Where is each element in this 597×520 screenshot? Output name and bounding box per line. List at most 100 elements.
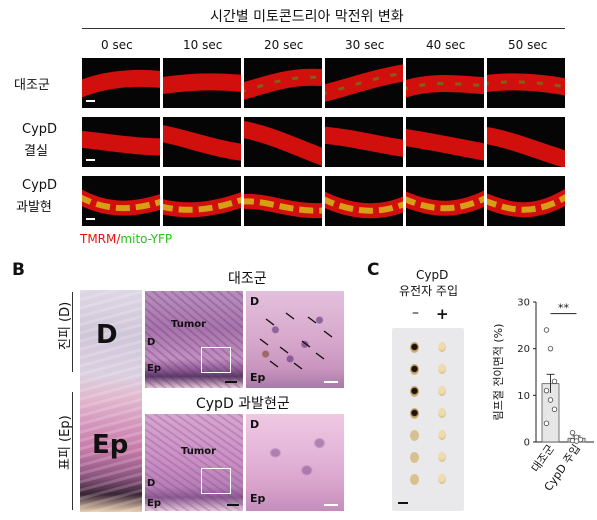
side-label-epidermis: 표피 (Ep) — [58, 415, 73, 470]
yfp-signal — [325, 71, 403, 95]
mitochondria-signal — [82, 189, 160, 216]
microscopy-tile-deletion — [406, 117, 484, 167]
y-tick-label: 0 — [524, 438, 530, 449]
microscopy-tile-overexp — [163, 176, 241, 226]
microscopy-tile-control — [244, 58, 322, 108]
side-label-dermis: 진피 (D) — [58, 301, 73, 350]
lymph-node-right — [438, 364, 446, 374]
yfp-signal — [163, 196, 241, 213]
tmrm-signal — [487, 73, 565, 96]
legend-green: mito-YFP — [120, 232, 173, 246]
mitochondria-signal — [325, 191, 403, 219]
d-label: D — [250, 295, 260, 308]
data-point — [551, 406, 558, 413]
data-point — [551, 378, 558, 385]
scale-bar — [86, 159, 95, 161]
zoom-box — [201, 468, 231, 494]
time-label: 0 sec — [101, 38, 133, 52]
panel-c-letter: C — [367, 260, 380, 280]
panel-b-letter: B — [12, 260, 25, 280]
scale-bar — [227, 504, 239, 506]
tmrm-signal — [487, 127, 565, 167]
skin-histology-image: D Ep — [80, 290, 142, 512]
data-point — [543, 387, 550, 394]
microscopy-tile-deletion — [325, 117, 403, 167]
ep-label: Ep — [250, 492, 266, 505]
time-label: 30 sec — [345, 38, 385, 52]
legend-slash: / — [116, 232, 121, 246]
mitochondria-signal — [82, 130, 160, 156]
y-tick-label: 30 — [517, 298, 530, 309]
mitochondria-signal — [325, 64, 403, 102]
control-tumor-low-mag: Tumor D Ep — [145, 291, 243, 388]
lymph-node-right — [438, 474, 446, 484]
microscopy-tile-deletion — [487, 117, 565, 167]
mitochondria-signal — [244, 68, 322, 100]
y-tick-label: 20 — [517, 344, 530, 355]
scale-bar — [324, 381, 338, 383]
microscopy-tile-control — [82, 58, 160, 108]
skin-texture — [80, 290, 142, 512]
arrow-markers — [259, 312, 333, 370]
time-label: 20 sec — [264, 38, 304, 52]
lymph-node-left — [410, 342, 419, 353]
lymph-node-left — [410, 364, 419, 375]
d-label: D — [147, 478, 156, 489]
row-label-overexp-1: CypD — [22, 178, 58, 193]
lymph-node-left — [410, 452, 419, 463]
microscopy-tile-overexp — [244, 176, 322, 226]
big-ep-label: Ep — [92, 430, 129, 460]
mitochondria-signal — [244, 193, 322, 219]
title-underline — [82, 28, 565, 29]
tmrm-signal — [325, 64, 403, 102]
microscopy-tile-control — [487, 58, 565, 108]
tissue-texture — [145, 414, 243, 511]
microscopy-tile-overexp — [487, 176, 565, 226]
mitochondria-signal — [82, 70, 160, 98]
microscopy-tile-deletion — [163, 117, 241, 167]
overexp-tumor-low-mag: Tumor D Ep — [145, 414, 243, 511]
cell-texture — [246, 291, 344, 388]
microscopy-tile-overexp — [325, 176, 403, 226]
plus-label: + — [436, 305, 449, 323]
tissue-texture — [145, 291, 243, 388]
tmrm-signal — [82, 130, 160, 156]
mitochondria-signal — [487, 73, 565, 96]
mitochondria-signal — [163, 73, 241, 95]
mitochondria-signal — [163, 192, 241, 218]
mitochondria-signal — [244, 121, 322, 166]
data-point — [573, 438, 580, 444]
time-label: 40 sec — [426, 38, 466, 52]
lymph-node-right — [438, 430, 446, 440]
lymph-header-1: CypD — [416, 268, 449, 282]
lymph-header-2: 유전자 주입 — [399, 284, 459, 298]
yfp-signal — [82, 194, 160, 212]
data-point — [543, 327, 550, 333]
tumor-label: Tumor — [181, 446, 217, 457]
yfp-signal — [244, 75, 322, 93]
lymph-node-right — [438, 452, 446, 462]
tmrm-signal — [244, 121, 322, 166]
ep-label: Ep — [147, 498, 161, 509]
row-label-deletion-1: CypD — [22, 122, 58, 137]
scale-bar — [324, 504, 338, 506]
lymph-node-right — [438, 386, 446, 396]
microscopy-tile-deletion — [244, 117, 322, 167]
minus-label: – — [412, 305, 419, 321]
big-d-label: D — [96, 320, 118, 350]
tmrm-signal — [406, 129, 484, 161]
tmrm-signal — [163, 125, 241, 161]
microscopy-tile-overexp — [406, 176, 484, 226]
y-tick-label: 10 — [517, 391, 530, 402]
lymph-node-left — [410, 408, 419, 419]
overexp-high-mag: D Ep — [246, 414, 344, 511]
yfp-signal — [325, 196, 403, 214]
fluorescence-legend: TMRM/mito-YFP — [80, 232, 172, 246]
mitochondria-signal — [406, 75, 484, 98]
zoom-box — [201, 347, 231, 373]
data-point — [547, 397, 554, 403]
tmrm-signal — [244, 68, 322, 100]
yfp-signal — [406, 195, 484, 212]
mitochondria-signal — [487, 188, 565, 218]
